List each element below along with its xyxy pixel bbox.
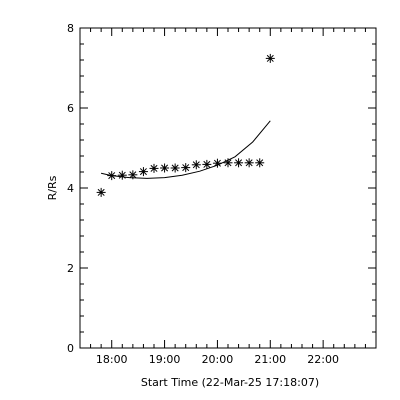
data-point xyxy=(212,158,222,168)
y-tick-label: 4 xyxy=(67,182,74,195)
x-tick-label: 19:00 xyxy=(149,353,181,366)
data-point xyxy=(244,158,254,168)
data-point xyxy=(181,163,191,173)
data-point xyxy=(255,158,265,168)
data-point xyxy=(128,170,138,180)
x-axis-ticks: 18:00 19:00 20:00 21:00 22:00 xyxy=(79,28,377,366)
data-point xyxy=(170,163,180,173)
y-axis-ticks: 0 2 4 6 8 xyxy=(67,22,376,355)
x-tick-label: 22:00 xyxy=(307,353,339,366)
x-tick-label: 18:00 xyxy=(96,353,128,366)
y-axis-label: R/Rs xyxy=(46,175,59,200)
x-tick-label: 20:00 xyxy=(202,353,234,366)
data-point xyxy=(160,163,170,173)
data-point xyxy=(234,158,244,168)
y-tick-label: 8 xyxy=(67,22,74,35)
data-point xyxy=(191,160,201,170)
y-tick-label: 6 xyxy=(67,102,74,115)
y-tick-label: 0 xyxy=(67,342,74,355)
data-point xyxy=(138,167,148,177)
data-points xyxy=(96,53,275,197)
data-point xyxy=(223,158,233,168)
x-tick-label: 21:00 xyxy=(254,353,286,366)
data-point xyxy=(107,171,117,181)
data-point xyxy=(149,163,159,173)
y-tick-label: 2 xyxy=(67,262,74,275)
plot-frame xyxy=(79,27,377,349)
data-point xyxy=(265,53,275,63)
data-point xyxy=(96,187,106,197)
data-point xyxy=(202,159,212,169)
x-axis-label: Start Time (22-Mar-25 17:18:07) xyxy=(141,376,319,389)
data-point xyxy=(117,170,127,180)
